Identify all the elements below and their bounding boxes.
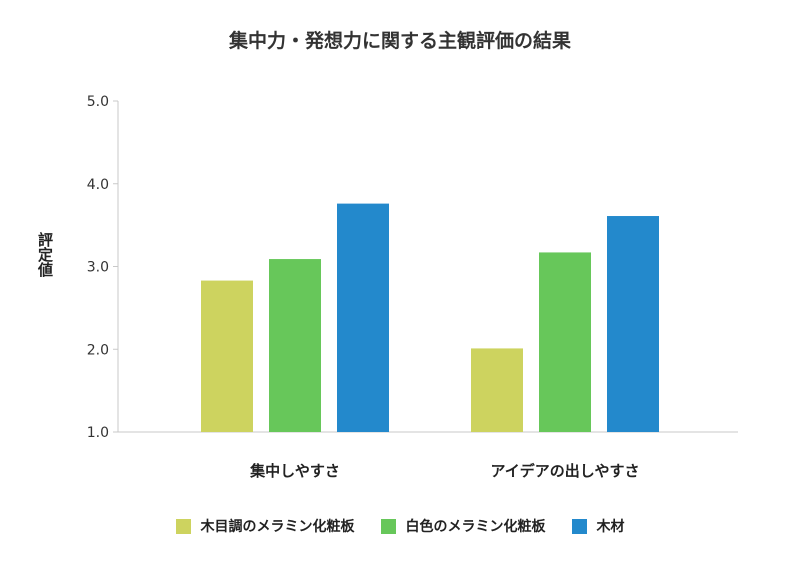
y-axis-label: 評定値 <box>36 232 54 277</box>
legend-item: 木目調のメラミン化粧板 <box>175 516 355 536</box>
x-tick-label: 集中しやすさ <box>249 462 340 480</box>
legend-label: 木目調のメラミン化粧板 <box>200 519 355 535</box>
y-tick-label: 4.0 <box>87 177 109 193</box>
bar <box>201 280 253 432</box>
chart-title: 集中力・発想力に関する主観評価の結果 <box>228 30 571 52</box>
legend-label: 白色のメラミン化粧板 <box>405 519 546 535</box>
y-tick-label: 2.0 <box>87 342 109 358</box>
bar <box>337 203 389 432</box>
bar <box>269 259 321 432</box>
y-tick-label: 3.0 <box>87 260 109 276</box>
bar <box>607 216 659 432</box>
y-tick-label: 5.0 <box>87 94 109 110</box>
x-tick-label: アイデアの出しやすさ <box>490 462 639 480</box>
bar <box>539 252 591 432</box>
legend-swatch <box>380 518 396 534</box>
y-tick-label: 1.0 <box>87 425 109 441</box>
legend-item: 木材 <box>571 516 625 536</box>
legend-label: 木材 <box>596 519 625 535</box>
bar <box>471 348 523 432</box>
legend: 木目調のメラミン化粧板 白色のメラミン化粧板 木材 <box>0 516 800 536</box>
legend-swatch <box>571 518 587 534</box>
legend-item: 白色のメラミン化粧板 <box>380 516 546 536</box>
legend-swatch <box>175 518 191 534</box>
